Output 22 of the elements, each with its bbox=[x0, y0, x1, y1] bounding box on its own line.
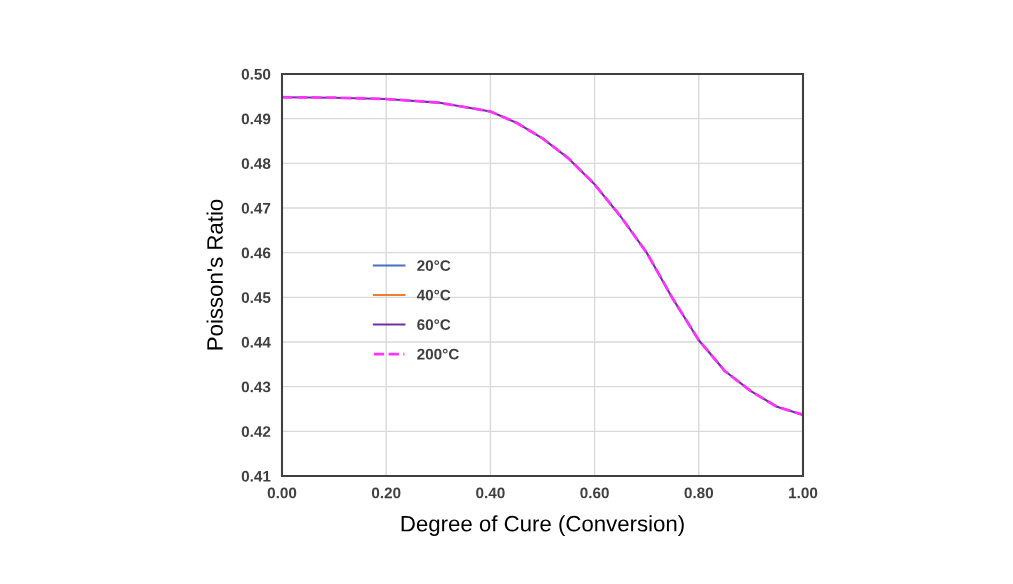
x-tick-label: 0.00 bbox=[267, 487, 297, 499]
x-tick-label: 0.80 bbox=[684, 487, 714, 499]
y-tick-label: 0.47 bbox=[241, 202, 271, 214]
legend-label: 40°C bbox=[416, 289, 451, 301]
x-tick-label: 0.60 bbox=[580, 487, 609, 499]
y-tick-label: 0.48 bbox=[241, 158, 271, 170]
legend-label: 60°C bbox=[417, 319, 451, 331]
y-tick-label: 0.43 bbox=[241, 381, 271, 393]
x-tick-label: 0.40 bbox=[476, 487, 505, 499]
x-tick-label: 0.20 bbox=[371, 487, 401, 499]
y-tick-label: 0.49 bbox=[241, 113, 271, 125]
y-tick-label: 0.41 bbox=[241, 470, 271, 482]
legend-label: 20°C bbox=[417, 260, 451, 271]
legend-label: 200°C bbox=[417, 348, 459, 360]
y-tick-label: 0.44 bbox=[241, 336, 271, 348]
y-tick-label: 0.50 bbox=[241, 68, 271, 80]
x-tick-label: 1.00 bbox=[789, 487, 818, 499]
x-axis-title: Degree of Cure (Conversion) bbox=[401, 515, 684, 536]
y-tick-label: 0.42 bbox=[241, 426, 271, 438]
y-tick-label: 0.45 bbox=[241, 292, 271, 304]
y-axis-title: Poisson's Ratio bbox=[206, 199, 223, 350]
y-tick-label: 0.46 bbox=[241, 247, 271, 259]
